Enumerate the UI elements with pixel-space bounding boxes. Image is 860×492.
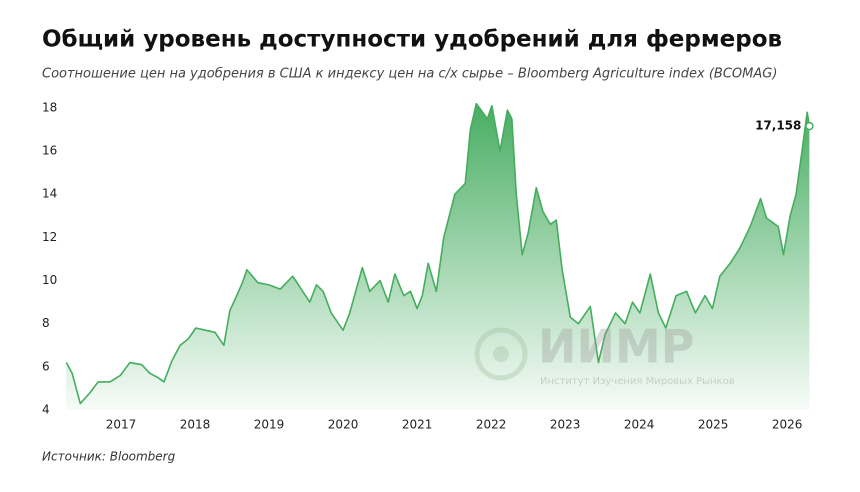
line (65, 102, 811, 405)
y-tick-label: 4 (42, 403, 50, 417)
x-tick-label: 2024 (624, 418, 655, 432)
plot-area: 4 6 8 10 12 14 16 18 2017 2018 2019 2020 2021 2022 202… (42, 100, 814, 432)
watermark-logo (474, 327, 528, 381)
area-fill (66, 103, 810, 410)
y-tick-label: 6 (42, 359, 50, 373)
x-tick-label: 2025 (698, 418, 729, 432)
end-marker (805, 121, 814, 131)
chart-title: Общий уровень доступности удобрений для … (42, 27, 782, 53)
x-tick-label: 2023 (550, 418, 581, 432)
y-tick-label: 16 (42, 144, 57, 158)
y-tick-label: 10 (42, 273, 57, 287)
x-tick-label: 2021 (402, 418, 433, 432)
y-tick-label: 14 (42, 187, 57, 201)
watermark-title: ИИМР (538, 320, 695, 374)
y-tick-label: 18 (42, 100, 57, 114)
x-tick-label: 2022 (476, 418, 507, 432)
watermark-subtitle: Институт Изучения Мировых Рынков (540, 376, 735, 387)
x-tick-label: 2020 (328, 418, 359, 432)
y-tick-label: 12 (42, 230, 57, 244)
watermark-logo (493, 346, 509, 362)
watermark: ИИМР Институт Изучения Мировых Рынков (474, 320, 735, 387)
y-tick-label: 8 (42, 316, 50, 330)
x-tick-label: 2026 (772, 418, 803, 432)
chart-subtitle: Соотношение цен на удобрения в США к инд… (42, 67, 777, 82)
value-label: 17,158 (755, 119, 801, 133)
source: Источник: Bloomberg (42, 450, 176, 464)
x-tick-label: 2019 (254, 418, 285, 432)
x-tick-label: 2018 (180, 418, 211, 432)
x-tick-label: 2017 (106, 418, 137, 432)
